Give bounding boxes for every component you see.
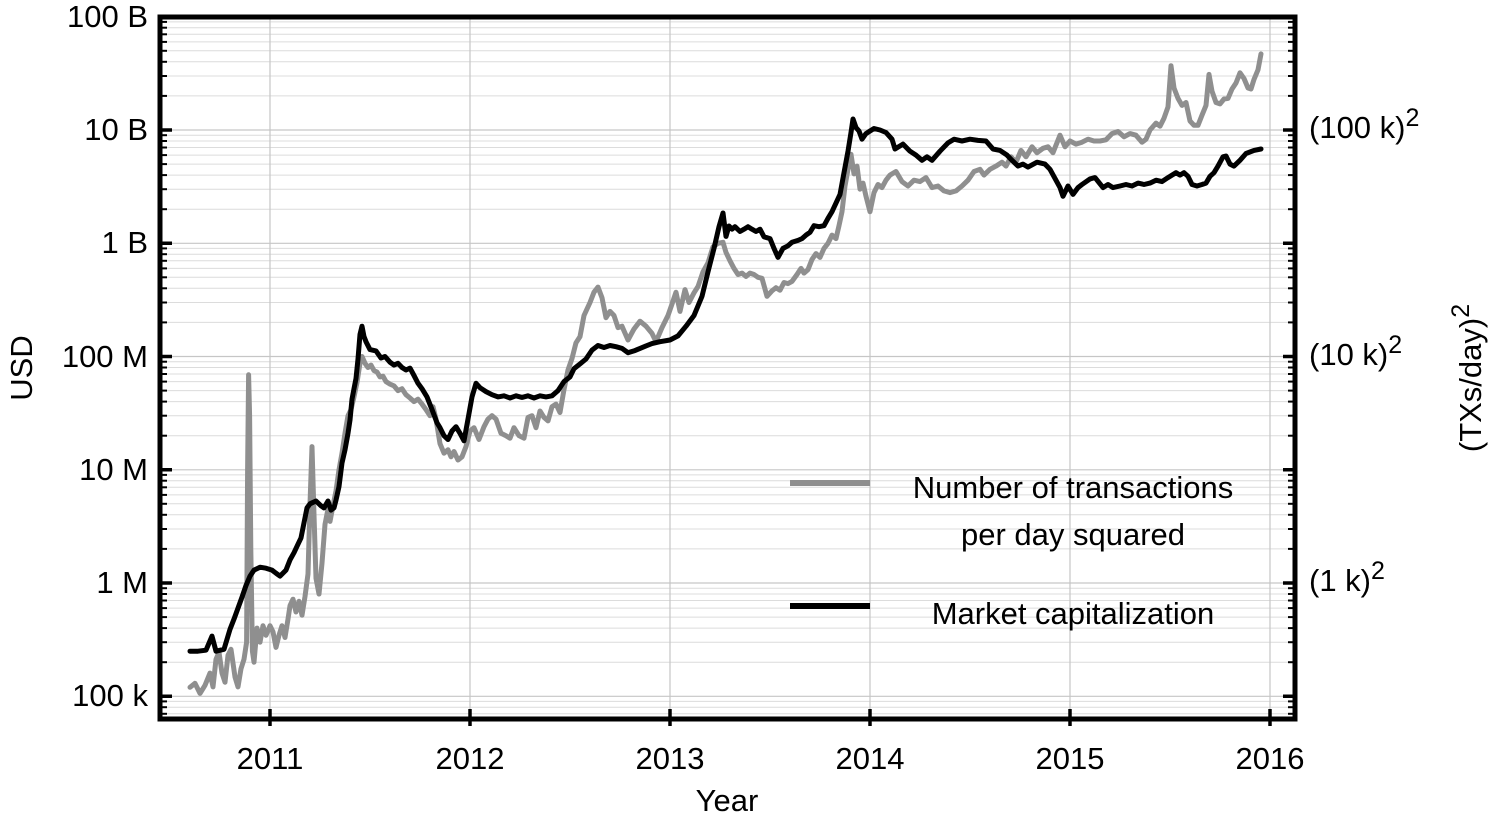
y-axis-tick-label-left: 1 M (96, 565, 148, 600)
y-axis-tick-label-left: 100 B (66, 0, 148, 34)
x-axis-tick-label: 2016 (1235, 741, 1305, 776)
y-axis-tick-label-left: 100 M (61, 338, 148, 374)
x-axis-tick-label: 2015 (1035, 741, 1105, 776)
y-axis-label-right-base: (TXs/day) (1453, 317, 1488, 453)
y-axis-tick-label-left: 1 B (101, 225, 148, 261)
series-line-transactions-squared (187, 51, 1264, 696)
legend-label: Number of transactions (912, 470, 1234, 505)
y-axis-label-right: (TXs/day)2 (1447, 304, 1489, 453)
x-axis-label: Year (695, 783, 759, 818)
x-axis-tick-label: 2012 (435, 741, 505, 776)
series-line-market-cap (187, 116, 1264, 654)
y-axis-label-left: USD (4, 335, 39, 401)
legend-label: Market capitalization (931, 596, 1215, 631)
x-axis-tick-label: 2014 (835, 741, 905, 776)
y-axis-tick-label-left: 10 B (84, 112, 148, 147)
x-axis-tick-label: 2011 (236, 741, 304, 776)
legend-label: per day squared (960, 517, 1186, 552)
y-axis-tick-label-right: (100 k)2 (1309, 104, 1420, 146)
y-axis-tick-label-left: 10 M (79, 451, 148, 487)
y-axis-label-right-exponent: 2 (1447, 303, 1475, 318)
legend-swatch-market-cap (790, 603, 870, 609)
y-axis-tick-label-right: (10 k)2 (1309, 330, 1403, 372)
legend-swatch-transactions (790, 480, 870, 486)
y-axis-tick-label-left: 100 k (72, 678, 148, 714)
y-axis-tick-label-right: (1 k)2 (1309, 557, 1385, 599)
x-axis-tick-label: 2013 (635, 741, 705, 776)
